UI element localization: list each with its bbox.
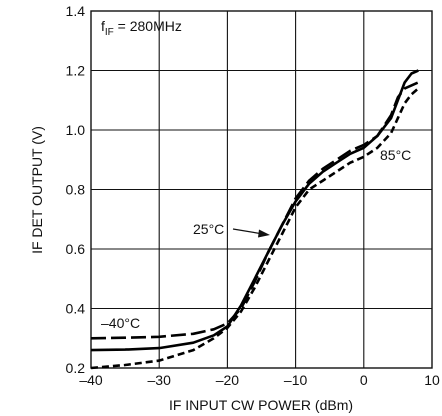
y-tick-label: 0.2 [66, 360, 86, 376]
y-tick-label: 1.0 [66, 122, 86, 138]
label-25c: 25°C [193, 221, 224, 237]
arrow-25c-head [258, 229, 270, 238]
x-tick-label: –40 [79, 372, 103, 388]
x-tick-label: –10 [284, 372, 308, 388]
y-tick-label: 0.4 [66, 301, 86, 317]
y-tick-label: 1.4 [66, 3, 86, 19]
label-85c: 85°C [380, 147, 411, 163]
series-line-short-dash [90, 87, 420, 370]
x-tick-label: –20 [216, 372, 240, 388]
x-tick-label: –30 [148, 372, 172, 388]
label-minus40c: –40°C [101, 315, 140, 331]
y-tick-labels: 0.2 0.4 0.6 0.8 1.0 1.2 1.4 [66, 3, 86, 376]
condition-prefix: f [101, 18, 105, 34]
series-line-long-dash [90, 81, 419, 340]
condition-subscript: IF [105, 27, 114, 38]
y-tick-label: 0.8 [66, 182, 86, 198]
plot-frame [90, 10, 433, 369]
x-axis-title: IF INPUT CW POWER (dBm) [169, 397, 353, 413]
x-tick-labels: –40 –30 –20 –10 0 10 [79, 372, 440, 388]
y-tick-label: 0.6 [66, 241, 86, 257]
x-tick-label: 10 [424, 372, 440, 388]
grid-lines [91, 11, 432, 368]
condition-annotation: fIF = 280MHz [101, 18, 182, 38]
y-axis-title: IF DET OUTPUT (V) [29, 126, 45, 254]
arrow-25c-line [232, 228, 264, 235]
y-tick-label: 1.2 [66, 63, 86, 79]
x-tick-label: 0 [360, 372, 368, 388]
condition-value: = 280MHz [114, 18, 182, 34]
curves [90, 69, 420, 370]
series-line-solid [90, 69, 419, 352]
